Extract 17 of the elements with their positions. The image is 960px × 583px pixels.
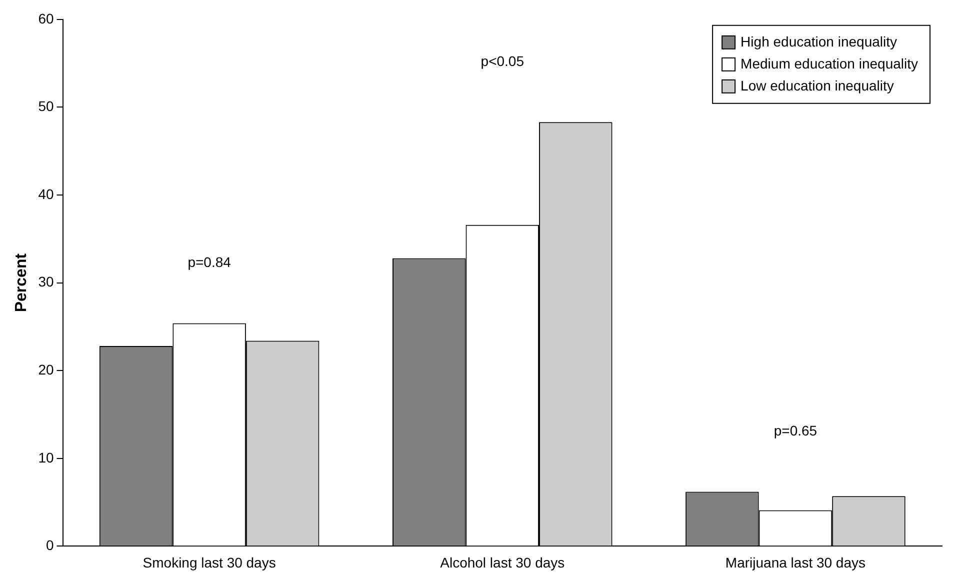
legend-label: Medium education inequality [740,55,918,72]
x-tick-label: Smoking last 30 days [142,554,276,570]
y-tick-label: 60 [38,10,54,26]
legend-label: High education inequality [740,33,898,50]
y-tick-label: 10 [38,449,54,466]
legend-label: Low education inequality [740,77,894,94]
annotation: p=0.84 [188,254,232,270]
x-tick-label: Alcohol last 30 days [440,554,565,570]
y-axis-title: Percent [13,252,30,312]
annotation: p<0.05 [480,52,524,69]
y-tick-label: 20 [38,361,54,378]
annotation: p=0.65 [774,422,818,439]
y-tick-label: 50 [38,98,54,114]
y-tick-label: 0 [46,537,54,554]
x-tick-label: Marijuana last 30 days [725,554,866,570]
y-tick-label: 40 [38,186,54,202]
y-tick-label: 30 [38,274,54,290]
